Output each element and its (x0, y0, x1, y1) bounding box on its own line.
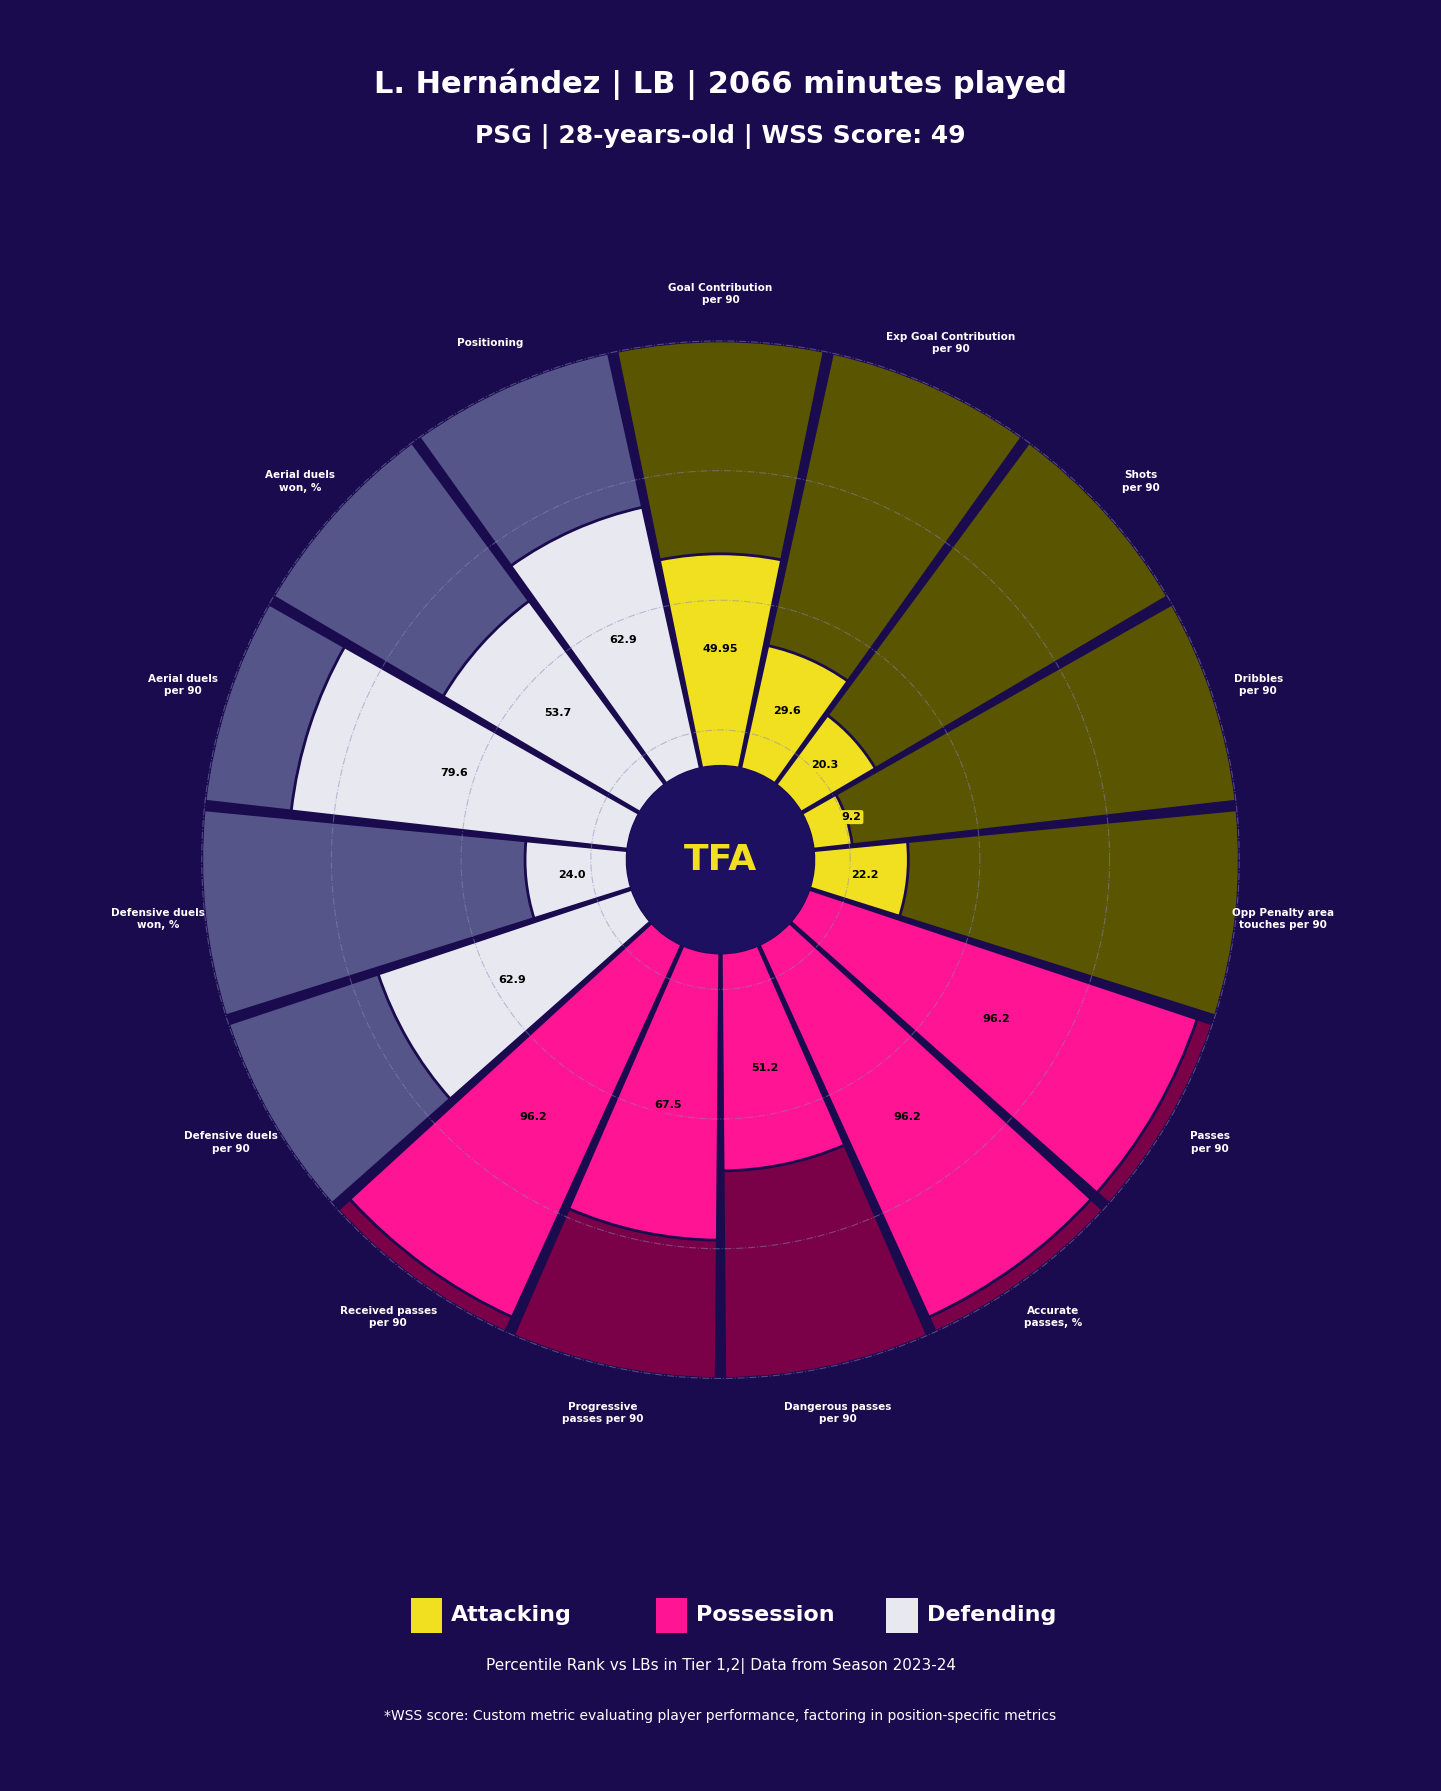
Text: 49.95: 49.95 (703, 645, 738, 654)
Bar (274, 442, 664, 813)
Bar (777, 442, 1167, 813)
Bar (229, 890, 650, 1204)
Bar (759, 922, 1104, 1333)
Text: Aerial duels
per 90: Aerial duels per 90 (148, 673, 218, 697)
Bar (350, 922, 682, 1316)
Text: Accurate
passes, %: Accurate passes, % (1023, 1306, 1082, 1329)
Text: 96.2: 96.2 (893, 1112, 922, 1123)
Bar (660, 553, 781, 768)
Bar (525, 842, 631, 919)
Text: Dangerous passes
per 90: Dangerous passes per 90 (784, 1402, 892, 1424)
Text: 24.0: 24.0 (558, 870, 585, 881)
Bar (617, 340, 824, 768)
Text: Attacking: Attacking (451, 1605, 572, 1626)
Bar (513, 946, 719, 1379)
Bar (791, 890, 1197, 1193)
Text: L. Hernández | LB | 2066 minutes played: L. Hernández | LB | 2066 minutes played (375, 68, 1066, 100)
Text: PSG | 28-years-old | WSS Score: 49: PSG | 28-years-old | WSS Score: 49 (476, 124, 965, 149)
Bar (722, 946, 928, 1379)
Text: 29.6: 29.6 (772, 706, 801, 716)
Text: Defensive duels
per 90: Defensive duels per 90 (184, 1132, 278, 1153)
Bar (741, 353, 1022, 784)
Bar (378, 890, 650, 1100)
Text: 53.7: 53.7 (545, 707, 572, 718)
Bar (791, 890, 1212, 1204)
Text: Passes
per 90: Passes per 90 (1190, 1132, 1231, 1153)
Text: Defensive duels
won, %: Defensive duels won, % (111, 908, 205, 930)
Bar (419, 353, 700, 784)
Bar (801, 795, 852, 849)
Text: TFA: TFA (684, 844, 757, 876)
Text: 62.9: 62.9 (608, 636, 637, 645)
Text: Received passes
per 90: Received passes per 90 (340, 1306, 437, 1329)
Text: Dribbles
per 90: Dribbles per 90 (1233, 673, 1282, 697)
Bar (444, 602, 664, 813)
Text: Defending: Defending (927, 1605, 1056, 1626)
Bar (759, 922, 1091, 1316)
Bar (777, 715, 875, 813)
Text: 62.9: 62.9 (499, 974, 526, 985)
Text: Aerial duels
won, %: Aerial duels won, % (265, 469, 336, 493)
Bar (202, 810, 631, 1015)
Bar (205, 604, 640, 849)
Text: Positioning: Positioning (457, 338, 523, 347)
Bar (741, 645, 847, 784)
Polygon shape (627, 767, 814, 953)
Text: Exp Goal Contribution
per 90: Exp Goal Contribution per 90 (886, 331, 1014, 355)
Bar (337, 922, 682, 1333)
Text: Progressive
passes per 90: Progressive passes per 90 (562, 1402, 644, 1424)
Text: Possession: Possession (696, 1605, 834, 1626)
Bar (722, 946, 844, 1171)
Bar (810, 810, 1239, 1015)
Text: 20.3: 20.3 (811, 761, 839, 770)
Text: 79.6: 79.6 (441, 768, 468, 779)
Text: Goal Contribution
per 90: Goal Contribution per 90 (669, 283, 772, 306)
Text: *WSS score: Custom metric evaluating player performance, factoring in position-s: *WSS score: Custom metric evaluating pla… (385, 1709, 1056, 1723)
Text: 67.5: 67.5 (654, 1100, 682, 1110)
Bar (291, 647, 640, 849)
Text: Shots
per 90: Shots per 90 (1123, 469, 1160, 493)
Bar (801, 604, 1236, 849)
Text: 96.2: 96.2 (519, 1112, 548, 1123)
Text: 22.2: 22.2 (852, 870, 879, 879)
Bar (810, 842, 908, 917)
Text: Percentile Rank vs LBs in Tier 1,2| Data from Season 2023-24: Percentile Rank vs LBs in Tier 1,2| Data… (486, 1658, 955, 1673)
Text: 96.2: 96.2 (983, 1014, 1010, 1024)
Bar (510, 507, 700, 784)
Text: Opp Penalty area
touches per 90: Opp Penalty area touches per 90 (1232, 908, 1334, 930)
Text: 51.2: 51.2 (751, 1064, 778, 1073)
Bar (569, 946, 719, 1239)
Text: 9.2: 9.2 (842, 811, 862, 822)
